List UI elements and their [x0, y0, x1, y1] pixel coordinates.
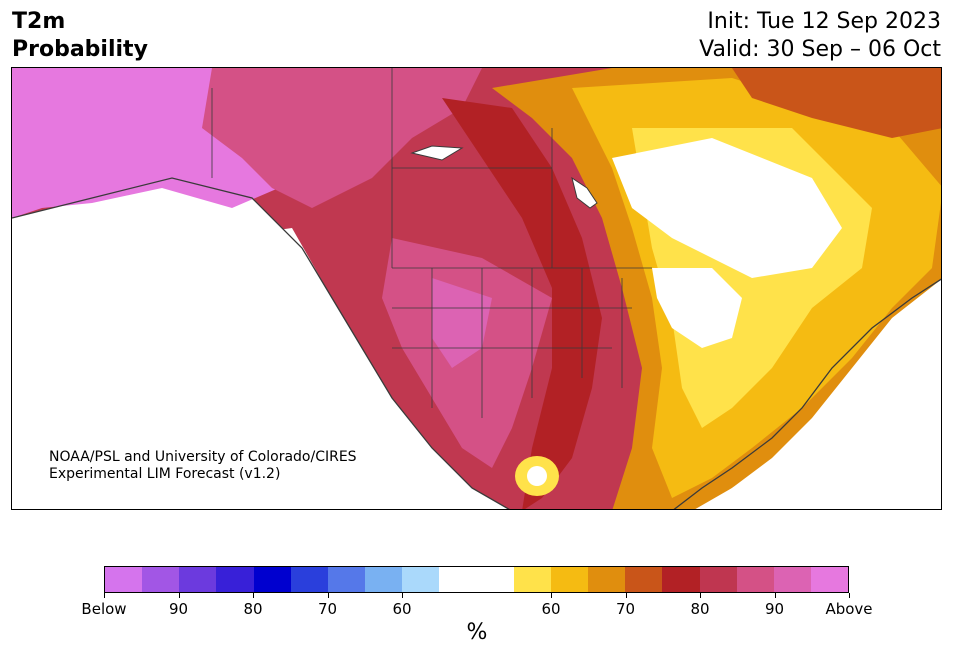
colorbar-tick-mark — [402, 593, 403, 598]
colorbar-segment — [179, 567, 217, 592]
valid-range: Valid: 30 Sep – 06 Oct — [699, 37, 941, 62]
colorbar-tick-label: 70 — [615, 600, 636, 618]
colorbar-unit-label: % — [466, 620, 488, 645]
colorbar-tick-mark — [700, 593, 701, 598]
probability-map-svg — [12, 68, 941, 509]
credit-text: NOAA/PSL and University of Colorado/CIRE… — [49, 449, 357, 483]
colorbar-tick-label: 70 — [317, 600, 338, 618]
region-above-80-north — [202, 68, 482, 208]
region-near-normal-lakes — [652, 268, 742, 348]
colorbar-segment — [402, 567, 440, 592]
region-above-80-central — [442, 98, 602, 509]
region-near-normal — [612, 138, 842, 278]
colorbar-tick-mark — [253, 593, 254, 598]
colorbar-tick-mark — [849, 593, 850, 598]
colorbar-segment — [216, 567, 254, 592]
colorbar — [104, 566, 849, 593]
colorbar-segment — [365, 567, 403, 592]
colorbar-segment — [736, 567, 774, 592]
colorbar-segment — [290, 567, 328, 592]
colorbar-tick-mark — [104, 593, 105, 598]
colorbar-tick-label: 80 — [690, 600, 710, 618]
forecast-dates: Init: Tue 12 Sep 2023 Valid: 30 Sep – 06… — [699, 8, 941, 64]
map-title: T2m Probability — [12, 8, 148, 64]
coastline — [12, 177, 941, 509]
credit-line-1: NOAA/PSL and University of Colorado/CIRE… — [49, 449, 357, 465]
colorbar-tick-label: Above — [825, 600, 873, 618]
colorbar-tick-mark — [625, 593, 627, 598]
colorbar-segment — [773, 567, 811, 592]
colorbar-segment — [105, 567, 143, 592]
colorbar-tick-mark — [774, 593, 776, 598]
colorbar-tick-mark — [178, 593, 180, 598]
colorbar-tick-mark — [327, 593, 329, 598]
title-line-1: T2m — [12, 9, 66, 34]
colorbar-segment — [810, 567, 849, 592]
colorbar-segment — [513, 567, 551, 592]
region-above-90-southwest — [432, 278, 492, 368]
forecast-map — [11, 67, 942, 510]
colorbar-segment — [699, 567, 737, 592]
great-lakes — [410, 145, 598, 209]
mexico-hotspot-core — [527, 466, 547, 486]
title-line-2: Probability — [12, 37, 148, 62]
state-borders — [211, 68, 652, 418]
colorbar-segment — [439, 567, 477, 592]
init-date: Init: Tue 12 Sep 2023 — [707, 9, 941, 34]
greenland-region — [732, 68, 941, 138]
colorbar-segment — [625, 567, 663, 592]
colorbar-tick-label: 80 — [243, 600, 263, 618]
colorbar-segment — [327, 567, 366, 592]
credit-line-2: Experimental LIM Forecast (v1.2) — [49, 466, 281, 482]
colorbar-segment — [253, 567, 291, 592]
colorbar-segment — [588, 567, 626, 592]
colorbar-segment — [142, 567, 180, 592]
colorbar-segment — [550, 567, 589, 592]
colorbar-tick-label: 60 — [541, 600, 561, 618]
ocean-atlantic — [695, 329, 941, 509]
colorbar-tick-label: 60 — [392, 600, 412, 618]
colorbar-tick-mark — [551, 593, 552, 598]
colorbar-tick-label: 90 — [764, 600, 785, 618]
colorbar-segment — [476, 567, 514, 592]
ocean-pacific — [12, 228, 461, 509]
colorbar-segment — [662, 567, 700, 592]
colorbar-tick-label: Below — [81, 600, 127, 618]
colorbar-tick-label: 90 — [168, 600, 189, 618]
